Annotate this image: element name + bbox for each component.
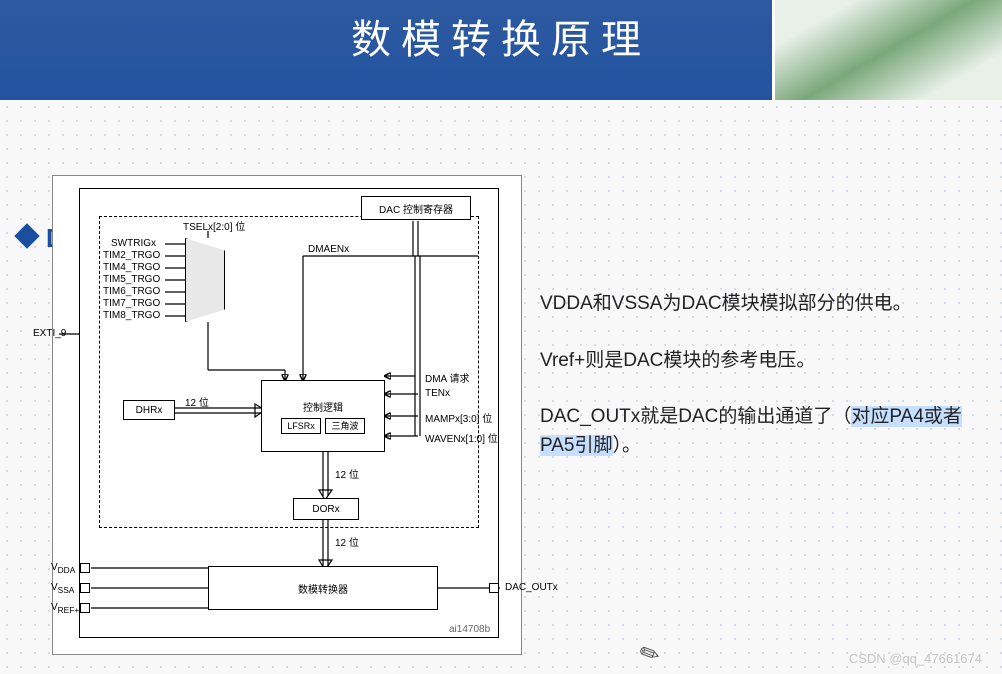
trig-6: TIM8_TRGO xyxy=(103,310,160,321)
dhrx-box: DHRx xyxy=(123,400,175,420)
notes-panel: VDDA和VSSA为DAC模块模拟部分的供电。 Vref+则是DAC模块的参考电… xyxy=(540,290,985,488)
tenx-label: TENx xyxy=(425,388,450,399)
figure-id: ai14708b xyxy=(449,624,490,635)
trigger-mux xyxy=(185,238,225,322)
dac-ctrl-register: DAC 控制寄存器 xyxy=(361,196,471,220)
bits12-b: 12 位 xyxy=(335,466,359,481)
watermark: CSDN @qq_47661674 xyxy=(849,651,982,666)
control-logic: 控制逻辑 LFSRx 三角波 xyxy=(261,380,385,452)
slide-body: DAC模块方图 xyxy=(0,100,1002,674)
lfsrx-box: LFSRx xyxy=(281,418,321,434)
pencil-cursor-icon: ✎ xyxy=(635,637,665,672)
wavenx-label: WAVENx[1:0] 位 xyxy=(425,430,498,445)
note-3b: ）。 xyxy=(613,435,642,456)
vref-label: VREF+ xyxy=(51,602,79,615)
tsel-label: TSELx[2:0] 位 xyxy=(183,218,245,233)
bits12-a: 12 位 xyxy=(185,394,209,409)
dacout-label: DAC_OUTx xyxy=(505,582,558,593)
slide-header: 数模转换原理 xyxy=(0,0,1002,100)
trig-0: SWTRIGx xyxy=(111,238,156,249)
note-3: DAC_OUTx就是DAC的输出通道了（对应PA4或者PA5引脚）。 xyxy=(540,403,985,460)
pin-dacout xyxy=(489,583,499,593)
diamond-icon xyxy=(14,223,39,248)
dac-converter: 数模转换器 xyxy=(208,566,438,610)
header-photo xyxy=(772,0,1002,100)
dma-req-label: DMA 请求 xyxy=(425,370,469,385)
trig-3: TIM5_TRGO xyxy=(103,274,160,285)
trig-1: TIM2_TRGO xyxy=(103,250,160,261)
exti9-label: EXTI_9 xyxy=(33,328,66,339)
dorx-box: DORx xyxy=(293,498,359,520)
trig-4: TIM6_TRGO xyxy=(103,286,160,297)
note-2: Vref+则是DAC模块的参考电压。 xyxy=(540,347,985,376)
triangle-box: 三角波 xyxy=(325,418,365,434)
trig-2: TIM4_TRGO xyxy=(103,262,160,273)
control-logic-label: 控制逻辑 xyxy=(303,399,343,414)
pin-vref xyxy=(80,603,90,613)
note-3a: DAC_OUTx就是DAC的输出通道了（ xyxy=(540,406,851,427)
block-diagram: SWTRIGx TIM2_TRGO TIM4_TRGO TIM5_TRGO TI… xyxy=(52,175,522,655)
vdda-label: VDDA xyxy=(51,562,75,575)
pin-vdda xyxy=(80,563,90,573)
bits12-c: 12 位 xyxy=(335,534,359,549)
trig-5: TIM7_TRGO xyxy=(103,298,160,309)
note-1: VDDA和VSSA为DAC模块模拟部分的供电。 xyxy=(540,290,985,319)
mampx-label: MAMPx[3:0] 位 xyxy=(425,410,492,425)
dmaen-label: DMAENx xyxy=(308,244,349,255)
pin-vssa xyxy=(80,583,90,593)
vssa-label: VSSA xyxy=(51,582,74,595)
